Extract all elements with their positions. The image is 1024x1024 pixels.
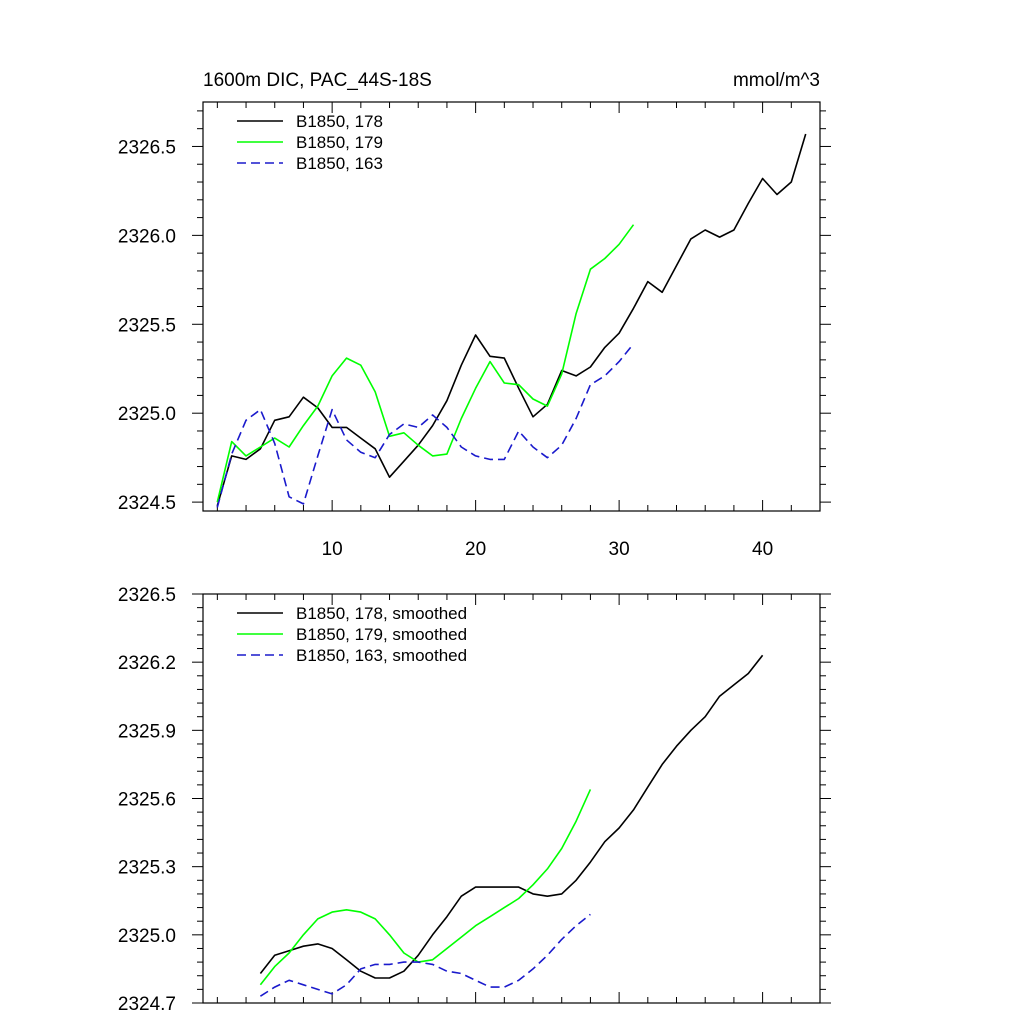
x-tick-label: 30	[609, 539, 630, 560]
y-tick-label: 2325.9	[118, 721, 176, 742]
legend-label-1: B1850, 178, smoothed	[296, 604, 467, 623]
series-line-2	[216, 224, 635, 503]
y-tick-label: 2325.0	[118, 926, 176, 947]
series-line-1	[216, 133, 807, 506]
units-label: mmol/m^3	[733, 70, 820, 91]
legend-label-2: B1850, 179	[296, 133, 383, 152]
bottom-panel: 2324.7 2325.0 2325.3 2325.6 2325.9 2326.2 2326…	[118, 585, 831, 1015]
series-line-3	[216, 343, 635, 508]
x-tick-label: 20	[465, 539, 486, 560]
y-tick-label: 2324.7	[118, 994, 176, 1015]
y-tick-label: 2324.5	[118, 493, 176, 514]
x-tick-label: 10	[322, 539, 343, 560]
legend-label-3: B1850, 163, smoothed	[296, 646, 467, 665]
series-line-2	[259, 789, 592, 986]
legend-label-1: B1850, 178	[296, 112, 383, 131]
y-tick-label: 2326.2	[118, 653, 176, 674]
y-tick-label: 2325.3	[118, 858, 176, 879]
series-line-3	[259, 913, 591, 997]
y-tick-label: 2326.5	[118, 137, 176, 158]
y-tick-label: 2325.6	[118, 790, 176, 811]
x-tick-label: 40	[752, 539, 773, 560]
top-panel: 1600m DIC, PAC_44S-18S mmol/m^3 10 20 30 40…	[118, 70, 831, 560]
legend-label-3: B1850, 163	[296, 154, 383, 173]
legend-label-2: B1850, 179, smoothed	[296, 625, 467, 644]
y-tick-label: 2325.0	[118, 404, 176, 425]
chart-title: 1600m DIC, PAC_44S-18S	[203, 70, 432, 91]
series-line-1	[259, 654, 764, 979]
y-tick-label: 2326.5	[118, 585, 176, 606]
y-tick-label: 2326.0	[118, 226, 176, 247]
y-tick-label: 2325.5	[118, 315, 176, 336]
